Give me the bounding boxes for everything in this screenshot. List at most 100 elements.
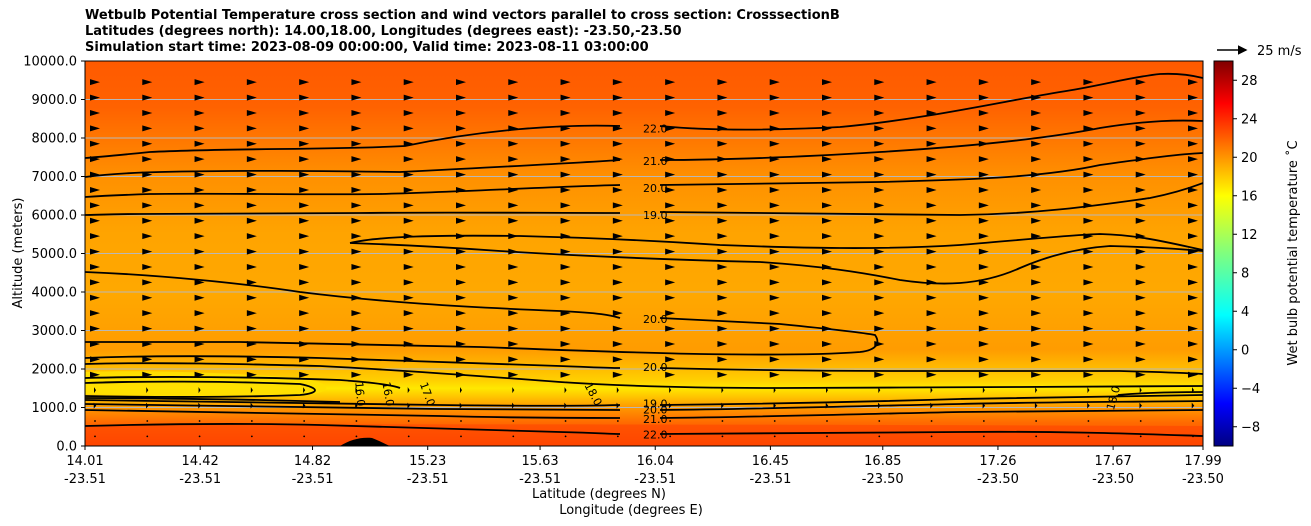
wind-vector (1135, 340, 1146, 347)
wind-vector (769, 371, 780, 378)
wind-vector (1031, 340, 1042, 347)
wind-vector (142, 125, 153, 132)
wind-vector (560, 294, 571, 301)
x-tick-lon: -23.51 (519, 472, 561, 487)
wind-vector (930, 435, 933, 438)
wind-vector (403, 233, 414, 240)
wind-vector (246, 202, 257, 209)
wind-vector (90, 217, 100, 224)
contour-lines (85, 72, 1203, 437)
wind-vector (874, 310, 885, 317)
wind-vector (1135, 140, 1146, 147)
wind-vector (612, 140, 623, 147)
wind-vector (456, 79, 466, 86)
wind-vector (1139, 435, 1142, 438)
wind-vector (717, 140, 728, 147)
wind-vector (978, 125, 989, 132)
wind-vector (146, 402, 149, 409)
wind-vector (198, 402, 201, 409)
wind-vector (822, 217, 832, 224)
wind-vector (407, 387, 410, 394)
wind-vector (299, 171, 310, 178)
wind-vector (1139, 420, 1142, 422)
wind-vector (351, 233, 362, 240)
wind-vector (246, 217, 257, 224)
wind-vector (874, 279, 885, 286)
wind-vector (560, 356, 571, 363)
wind-vector (1192, 420, 1194, 422)
wind-vector (612, 294, 623, 301)
wind-vector (351, 217, 362, 224)
wind-vector (1083, 217, 1094, 224)
colorbar-tick-label: 20 (1241, 151, 1258, 166)
wind-vector (194, 79, 205, 86)
wind-vector (769, 140, 780, 147)
wind-vector (1188, 125, 1198, 132)
wind-vector (299, 233, 310, 240)
wind-vector (665, 171, 676, 178)
contour-16-closed (85, 380, 316, 398)
wind-vector (403, 186, 414, 193)
wind-vector (456, 125, 466, 132)
wind-vector (721, 420, 724, 422)
wind-vector (90, 125, 100, 132)
wind-vector (1188, 263, 1198, 270)
wind-vector (560, 94, 571, 101)
wind-vector (456, 248, 466, 255)
wind-vector (94, 435, 96, 438)
wind-vector (456, 356, 466, 363)
wind-vector (1087, 387, 1090, 394)
wind-vector (930, 402, 933, 409)
wind-vector (978, 233, 989, 240)
colorbar-frame (1213, 60, 1234, 447)
wind-vector (669, 387, 672, 394)
wind-vector (90, 325, 100, 332)
wind-vector (926, 325, 937, 332)
contour-21-upper (85, 119, 1203, 178)
wind-vector (142, 140, 153, 147)
wind-vector (1031, 279, 1042, 286)
wind-vector (403, 371, 414, 378)
wind-vector (1135, 79, 1146, 86)
wind-vector (612, 217, 623, 224)
wind-vector (299, 217, 310, 224)
wind-vector (1031, 156, 1042, 163)
wind-vector (146, 435, 149, 438)
x-tick-lat: 16.85 (864, 454, 901, 469)
wind-vector (299, 340, 310, 347)
contour-labels: 22.021.020.019.020.020.019.020.021.022.0… (352, 122, 1123, 441)
wind-vector (1031, 325, 1042, 332)
wind-vector (1192, 387, 1194, 394)
wind-vector (142, 371, 153, 378)
wind-vector (198, 420, 201, 422)
x-tick-lat: 15.23 (409, 454, 446, 469)
wind-vector (874, 156, 885, 163)
wind-vector (822, 156, 832, 163)
wind-vector (769, 263, 780, 270)
wind-vector (1188, 371, 1198, 378)
wind-vector (612, 171, 623, 178)
wind-vector (926, 156, 937, 163)
x-tick-lat: 15.63 (521, 454, 558, 469)
wind-vector (665, 217, 676, 224)
contour-22-low (85, 423, 1203, 437)
wind-vector (299, 140, 310, 147)
wind-vector (403, 325, 414, 332)
wind-vector (1031, 186, 1042, 193)
wind-vector (194, 202, 205, 209)
wind-vector (1188, 233, 1198, 240)
wind-vector (1083, 310, 1094, 317)
wind-vector (1188, 248, 1198, 255)
wind-vector (351, 371, 362, 378)
wind-vector (299, 248, 310, 255)
wind-vector (1135, 109, 1146, 116)
contour-label: 16.0 (352, 381, 367, 407)
wind-vector (612, 248, 623, 255)
wind-vector (246, 140, 257, 147)
wind-vector (1139, 387, 1142, 394)
y-tick-label: 6000.0 (32, 209, 78, 224)
wind-vector (978, 340, 989, 347)
wind-vector (1192, 435, 1194, 438)
wind-vector (351, 94, 362, 101)
wind-vector (822, 279, 832, 286)
